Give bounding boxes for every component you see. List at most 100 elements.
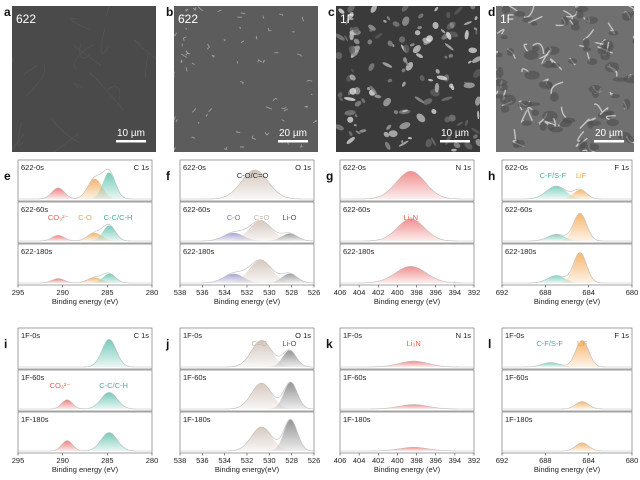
- sem-texture: [349, 87, 357, 95]
- sem-texture: [474, 16, 478, 21]
- sem-texture: [197, 6, 204, 12]
- panel-letter: a: [4, 5, 11, 19]
- peak-group: [340, 266, 474, 284]
- x-tick-label: 688: [539, 288, 552, 297]
- peak-group: [502, 212, 632, 242]
- x-tick-label: 280: [146, 456, 159, 465]
- sem-texture: [367, 86, 371, 91]
- sem-texture: [347, 116, 354, 123]
- sem-texture: [454, 6, 463, 15]
- sem-texture: [531, 45, 540, 52]
- sample-label: 1F-180s: [505, 415, 533, 424]
- sem-texture: [532, 42, 545, 54]
- sample-label: 1F-180s: [21, 415, 49, 424]
- xps-envelope: [18, 224, 152, 242]
- xps-panel-f: f 622-0s O 1s C-O/C=O 622-60s C-O C=O Li-O 622-1…: [166, 159, 320, 306]
- sem-texture: [416, 113, 426, 123]
- subplot-frame: [501, 411, 633, 454]
- sample-label: 1F-180s: [343, 415, 371, 424]
- sample-label: 622-60s: [505, 205, 532, 214]
- sem-texture: [471, 56, 480, 63]
- sem-texture: [599, 107, 609, 116]
- xps-peak: [18, 225, 152, 241]
- sem-texture: [560, 106, 567, 118]
- xps-peak: [340, 404, 474, 409]
- subplot-frame: [17, 201, 153, 244]
- sem-texture: [527, 106, 534, 122]
- x-tick-label: 536: [196, 288, 209, 297]
- xps-panel-h: h 622-0s F 1s C-F/S-F LiF 622-60s 622-180s 692 6…: [488, 159, 638, 306]
- sem-texture: [414, 30, 421, 36]
- x-tick-label: 400: [391, 456, 404, 465]
- sem-texture: [383, 97, 392, 107]
- xps-envelope: [18, 168, 152, 200]
- sem-texture: [353, 38, 360, 45]
- sem-texture: [300, 144, 303, 148]
- sem-texture: [418, 13, 424, 19]
- sem-texture: [133, 39, 156, 59]
- sem-image: [336, 6, 480, 152]
- sample-label: 622-180s: [21, 247, 53, 256]
- sem-texture: [475, 28, 478, 35]
- peak-group: [340, 404, 474, 410]
- sem-texture: [434, 6, 439, 12]
- sem-texture: [514, 139, 525, 148]
- x-tick-label: 396: [429, 456, 442, 465]
- sem-texture: [174, 147, 176, 151]
- peak-group: [502, 340, 632, 368]
- sem-background: [12, 6, 156, 152]
- sem-texture: [432, 22, 439, 30]
- sem-texture: [401, 68, 406, 73]
- xps-peak: [18, 235, 152, 241]
- sem-texture: [182, 36, 187, 41]
- sem-texture: [12, 58, 14, 62]
- peak-annotation: CO₃²⁻: [50, 381, 71, 390]
- sem-texture: [500, 35, 509, 40]
- sem-texture: [520, 110, 528, 124]
- panel-letter: b: [166, 5, 173, 19]
- sample-label: 622-60s: [343, 205, 370, 214]
- peak-annotation: CO₃²⁻: [48, 213, 69, 222]
- subplot-frame: [17, 411, 153, 454]
- xps-envelope: [340, 404, 474, 410]
- sem-texture: [69, 18, 90, 30]
- sem-texture: [530, 21, 538, 26]
- x-tick-label: 394: [449, 288, 462, 297]
- x-tick-label: 528: [285, 456, 298, 465]
- peak-group: [180, 418, 314, 452]
- sem-texture: [382, 62, 393, 68]
- sem-texture: [392, 21, 400, 27]
- panel-letter: i: [4, 337, 7, 351]
- sample-label: 622-0s: [505, 163, 528, 172]
- panel-letter: f: [166, 169, 171, 183]
- sem-texture: [374, 94, 382, 99]
- xps-peak: [18, 178, 152, 199]
- sem-texture: [470, 6, 476, 10]
- sem-texture: [17, 122, 24, 147]
- peak-annotation: C-F/S-F: [536, 339, 563, 348]
- peak-group: [502, 442, 632, 452]
- sem-texture: [431, 108, 437, 114]
- element-label: O 1s: [295, 331, 311, 340]
- sem-texture: [338, 8, 345, 14]
- sem-texture: [417, 26, 422, 30]
- xps-peak: [180, 273, 314, 283]
- sem-texture: [496, 78, 498, 81]
- xps-peak: [340, 447, 474, 451]
- xps-envelope: [340, 266, 474, 284]
- scale-bar: [116, 140, 146, 143]
- sem-texture: [500, 105, 510, 113]
- x-tick-label: 538: [174, 288, 187, 297]
- sem-texture: [416, 53, 423, 59]
- xps-peak: [180, 419, 314, 451]
- sem-texture: [448, 54, 453, 58]
- sem-texture: [346, 136, 355, 145]
- xps-peak: [18, 187, 152, 199]
- xps-peak: [340, 361, 474, 367]
- sem-texture: [339, 97, 343, 102]
- xps-envelope: [180, 418, 314, 452]
- sem-texture: [272, 97, 278, 102]
- x-tick-label: 400: [391, 288, 404, 297]
- sem-texture: [521, 120, 532, 126]
- sem-texture: [577, 130, 585, 142]
